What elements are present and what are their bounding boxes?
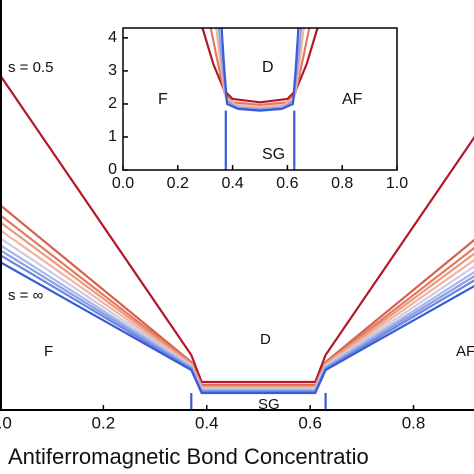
annotation: AF: [456, 343, 474, 360]
x-axis-label: Antiferromagnetic Bond Concentratio: [8, 444, 369, 469]
curve: [0, 237, 474, 391]
inset-frame: [122, 27, 398, 171]
annotation: D: [260, 331, 271, 348]
y-tick-label: 4: [108, 29, 117, 46]
annotation: SG: [258, 396, 280, 413]
y-tick-label: 1: [108, 128, 117, 145]
curve: [201, 28, 319, 104]
x-tick-label: 0.8: [402, 413, 426, 432]
annotation: D: [262, 59, 274, 76]
x-tick-label: 0.6: [276, 175, 298, 192]
x-tick-label: 0.8: [331, 175, 353, 192]
x-tick-label: 0.0: [112, 175, 134, 192]
annotation: SG: [262, 146, 285, 163]
x-tick-label: 0.2: [167, 175, 189, 192]
x-tick-label: 0.2: [92, 413, 116, 432]
curve: [0, 261, 474, 395]
annotation: AF: [342, 91, 363, 108]
x-tick-label: 0.4: [195, 413, 219, 432]
y-tick-label: 2: [108, 95, 117, 112]
y-tick-label: 3: [108, 62, 117, 79]
x-tick-label: 0.4: [221, 175, 243, 192]
y-tick-label: 0: [108, 161, 117, 178]
curve: [0, 74, 474, 384]
annotation: s = ∞: [8, 287, 44, 304]
x-tick-label: 1.0: [386, 175, 408, 192]
curve: [0, 229, 474, 390]
annotation: F: [158, 91, 168, 108]
x-tick-label: 0.0: [0, 413, 12, 432]
inset-background: [123, 28, 397, 170]
curve: [0, 244, 474, 392]
annotation: s = 0.5: [8, 59, 53, 76]
curve: [220, 28, 300, 112]
x-tick-label: 0.6: [298, 413, 322, 432]
curve: [209, 28, 311, 107]
annotation: F: [44, 343, 53, 360]
